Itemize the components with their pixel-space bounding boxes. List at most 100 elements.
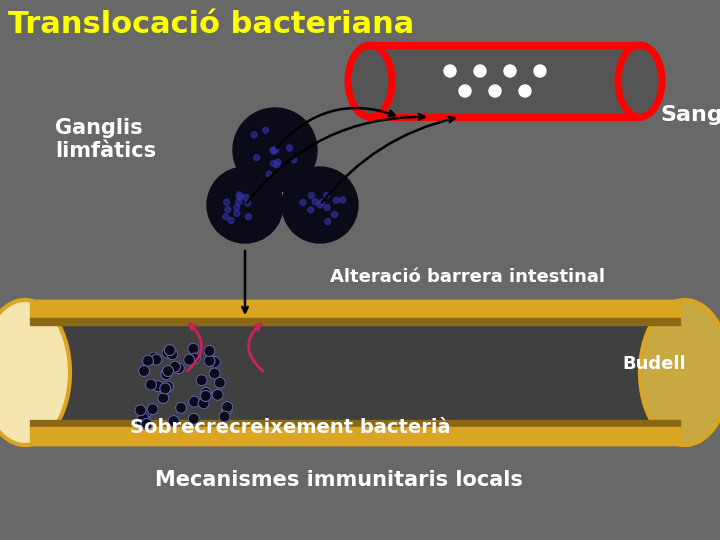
Circle shape (147, 404, 158, 415)
Circle shape (161, 369, 172, 380)
Circle shape (168, 416, 179, 427)
Circle shape (162, 381, 173, 393)
Circle shape (319, 199, 325, 205)
Circle shape (136, 417, 148, 428)
Circle shape (138, 412, 148, 423)
Circle shape (189, 396, 199, 407)
Text: Sobrecrecreixement bacterià: Sobrecrecreixement bacterià (130, 418, 451, 437)
Text: Sang: Sang (660, 105, 720, 125)
Circle shape (153, 381, 163, 392)
Circle shape (271, 160, 276, 166)
Circle shape (189, 353, 200, 364)
Circle shape (223, 214, 229, 220)
Circle shape (234, 205, 240, 211)
Circle shape (135, 405, 146, 416)
Circle shape (196, 375, 207, 386)
Circle shape (246, 214, 251, 220)
Circle shape (270, 147, 276, 153)
Circle shape (189, 413, 199, 424)
Circle shape (236, 199, 242, 205)
Circle shape (312, 199, 318, 205)
Circle shape (253, 154, 260, 160)
Circle shape (300, 199, 306, 205)
Circle shape (287, 145, 292, 151)
Circle shape (245, 200, 251, 206)
Circle shape (324, 205, 330, 211)
Circle shape (266, 171, 272, 177)
Circle shape (140, 409, 150, 420)
Circle shape (504, 65, 516, 77)
Circle shape (219, 411, 230, 422)
Circle shape (489, 85, 501, 97)
Circle shape (222, 404, 233, 415)
Circle shape (534, 65, 546, 77)
Circle shape (207, 167, 283, 243)
Circle shape (474, 65, 486, 77)
Circle shape (141, 418, 152, 429)
Circle shape (145, 379, 156, 390)
Circle shape (215, 377, 225, 388)
Circle shape (234, 211, 240, 217)
Ellipse shape (0, 300, 70, 445)
Circle shape (340, 197, 346, 203)
Circle shape (160, 383, 171, 394)
Circle shape (164, 345, 175, 355)
Circle shape (209, 368, 220, 379)
Circle shape (251, 132, 257, 138)
Circle shape (210, 356, 220, 368)
Circle shape (317, 202, 323, 208)
Circle shape (148, 352, 160, 363)
Circle shape (200, 390, 211, 402)
Bar (20, 300, 690, 445)
Circle shape (138, 366, 150, 376)
Circle shape (519, 85, 531, 97)
Circle shape (167, 349, 178, 360)
Circle shape (176, 402, 186, 413)
Circle shape (273, 147, 279, 153)
Circle shape (243, 194, 249, 200)
Circle shape (444, 65, 456, 77)
Circle shape (459, 85, 471, 97)
Circle shape (225, 206, 231, 213)
Circle shape (237, 194, 243, 200)
Circle shape (162, 347, 173, 359)
Circle shape (333, 197, 339, 204)
Circle shape (174, 363, 184, 374)
Circle shape (222, 402, 233, 413)
Circle shape (224, 199, 230, 205)
Circle shape (228, 218, 234, 224)
Bar (370, 45, 640, 117)
Circle shape (263, 127, 269, 133)
Circle shape (143, 355, 153, 366)
Bar (370, 45, 640, 117)
Circle shape (140, 415, 151, 427)
Text: Mecanismes immunitaris locals: Mecanismes immunitaris locals (155, 470, 523, 490)
Circle shape (158, 393, 168, 403)
Circle shape (275, 159, 281, 165)
Circle shape (184, 354, 194, 365)
Circle shape (236, 192, 243, 198)
Text: Budell: Budell (622, 355, 685, 373)
Circle shape (204, 355, 215, 367)
Circle shape (151, 354, 162, 365)
Circle shape (233, 108, 317, 192)
Ellipse shape (348, 45, 392, 117)
Text: Ganglis
limfàtics: Ganglis limfàtics (55, 118, 156, 161)
Text: Translocació bacteriana: Translocació bacteriana (8, 10, 414, 39)
Circle shape (163, 381, 174, 392)
Circle shape (332, 212, 338, 218)
Circle shape (271, 148, 276, 154)
Circle shape (200, 387, 212, 399)
Circle shape (163, 366, 174, 376)
Circle shape (307, 207, 314, 213)
Circle shape (291, 157, 297, 163)
Text: Alteració barrera intestinal: Alteració barrera intestinal (330, 268, 605, 286)
Circle shape (324, 192, 330, 199)
Circle shape (308, 192, 315, 198)
Circle shape (325, 219, 330, 225)
Circle shape (198, 398, 209, 409)
Circle shape (212, 389, 223, 400)
Bar (30, 300, 680, 445)
Circle shape (204, 346, 215, 356)
Circle shape (189, 350, 201, 362)
